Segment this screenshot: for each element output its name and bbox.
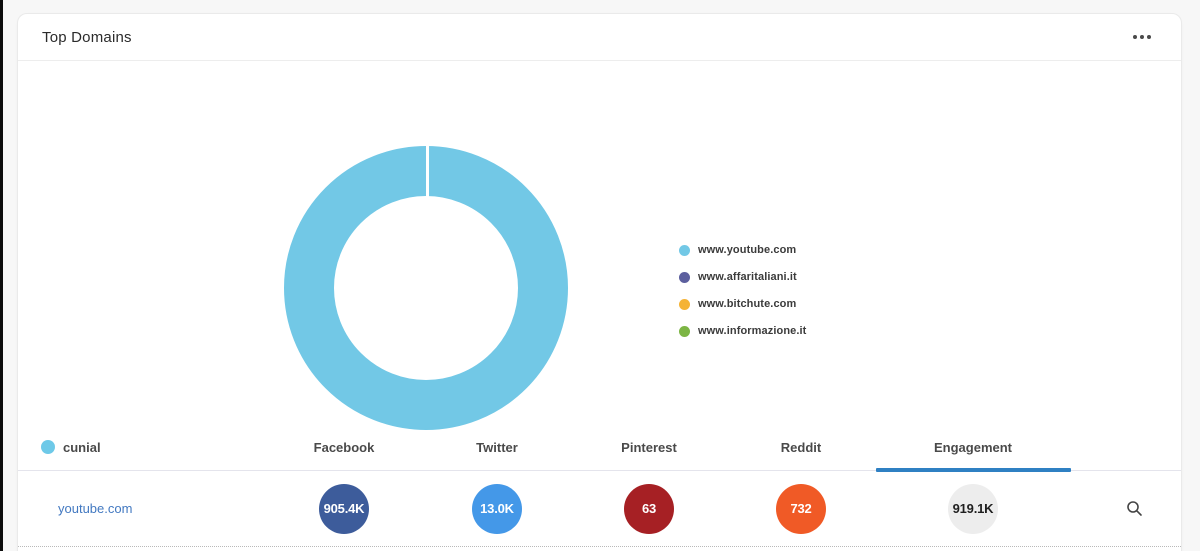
facebook-count-badge: 905.4K <box>319 483 369 534</box>
reddit-count-badge: 732 <box>776 483 826 534</box>
donut-slice-youtube[interactable] <box>284 146 568 430</box>
engagement-count-badge: 919.1K <box>948 483 998 534</box>
legend-item-informazione[interactable]: www.informazione.it <box>679 325 806 337</box>
domain-link[interactable]: youtube.com <box>58 501 133 516</box>
legend-label: www.informazione.it <box>698 325 807 337</box>
column-header-reddit[interactable]: Reddit <box>780 439 822 455</box>
column-header-actions <box>1068 424 1183 470</box>
legend-dot-bitchute <box>679 298 690 310</box>
legend-dot-affaritaliani <box>679 271 690 283</box>
card-header: Top Domains <box>18 14 1181 61</box>
column-header-label: cunial <box>63 439 101 455</box>
legend-dot-youtube <box>679 244 690 256</box>
table-row: youtube.com 905.4K 13.0K 63 732 919.1K <box>18 471 1181 547</box>
legend-dot-informazione <box>679 325 690 337</box>
legend-item-affaritaliani[interactable]: www.affaritaliani.it <box>679 271 806 283</box>
chart-legend: www.youtube.com www.affaritaliani.it www… <box>679 244 806 352</box>
column-header-label: Engagement <box>933 439 1012 455</box>
legend-item-youtube[interactable]: www.youtube.com <box>679 244 806 256</box>
legend-label: www.affaritaliani.it <box>698 271 797 283</box>
card-title: Top Domains <box>42 28 132 46</box>
column-header-cunial[interactable]: cunial <box>18 424 268 470</box>
series-dot-icon <box>41 440 55 454</box>
ellipsis-menu-icon[interactable] <box>1131 29 1153 45</box>
search-button[interactable] <box>1126 500 1143 517</box>
column-header-facebook[interactable]: Facebook <box>313 439 375 455</box>
donut-chart-zone: www.youtube.com www.affaritaliani.it www… <box>18 61 1181 430</box>
left-edge-stripe <box>0 0 3 551</box>
top-domains-card: Top Domains www.youtube.com www.affarita… <box>17 13 1182 551</box>
pinterest-count-badge: 63 <box>624 483 674 534</box>
table-header-row: cunial Facebook Twitter Pinterest Reddit… <box>18 424 1183 472</box>
active-sort-underline <box>876 468 1071 472</box>
legend-label: www.youtube.com <box>698 244 797 256</box>
legend-label: www.bitchute.com <box>698 298 797 310</box>
column-header-twitter[interactable]: Twitter <box>476 439 518 455</box>
column-header-engagement[interactable]: Engagement <box>876 424 1071 472</box>
search-icon <box>1127 501 1142 516</box>
column-header-pinterest[interactable]: Pinterest <box>621 439 677 455</box>
donut-chart[interactable] <box>276 138 576 438</box>
twitter-count-badge: 13.0K <box>472 483 522 534</box>
legend-item-bitchute[interactable]: www.bitchute.com <box>679 298 806 310</box>
